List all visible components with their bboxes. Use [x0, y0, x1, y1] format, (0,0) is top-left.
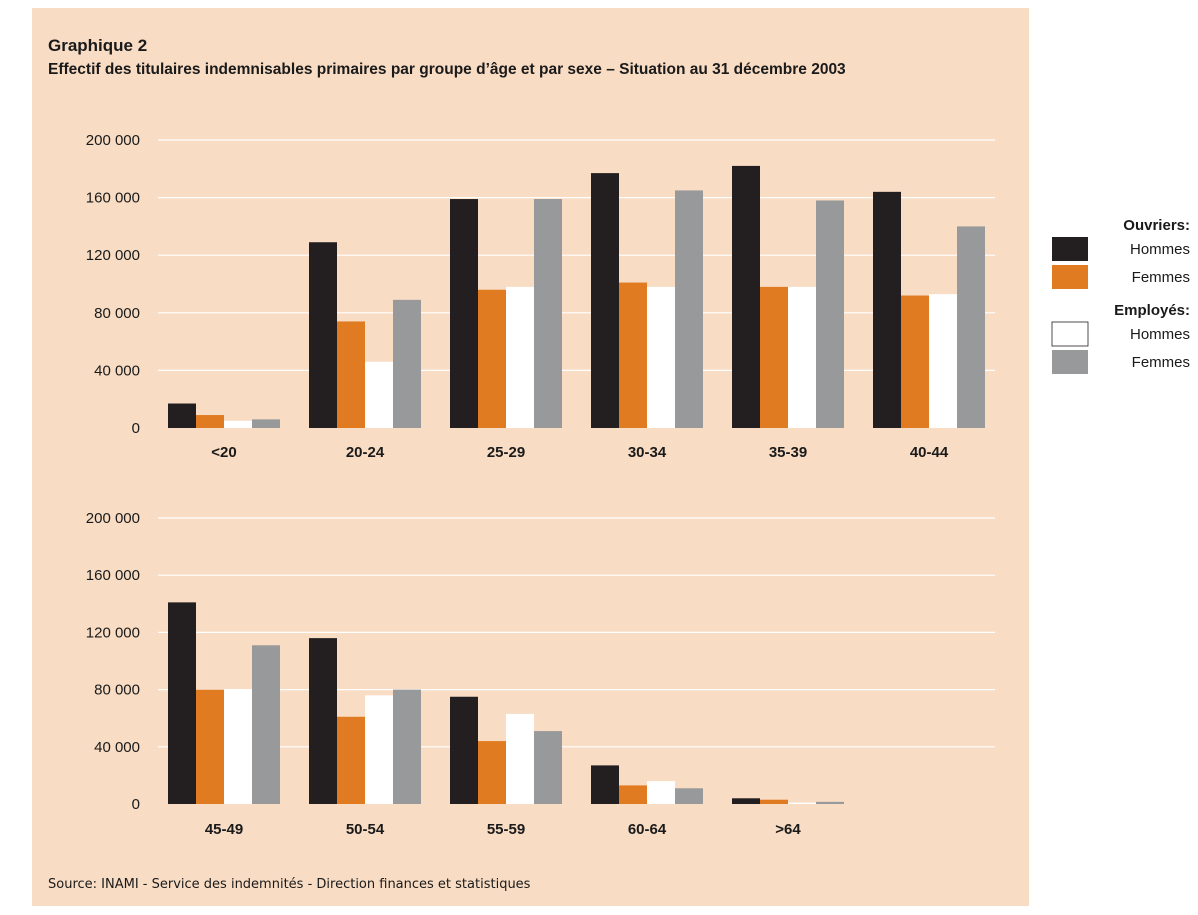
bar-employes-femmes [534, 199, 562, 428]
y-tick-label: 0 [132, 420, 140, 437]
bar-employes-hommes [506, 286, 534, 428]
bar-employes-femmes [534, 731, 562, 804]
category-label: 35-39 [769, 444, 807, 461]
category-label: 25-29 [487, 444, 525, 461]
y-tick-label: 120 000 [86, 247, 140, 264]
bar-employes-femmes [816, 200, 844, 428]
bar-employes-femmes [252, 419, 280, 428]
bar-employes-femmes [393, 689, 421, 804]
category-label: 60-64 [628, 821, 667, 838]
bar-employes-hommes [224, 689, 252, 804]
bar-employes-hommes [224, 420, 252, 428]
y-tick-label: 160 000 [86, 190, 140, 207]
bar-ouvriers-hommes [873, 191, 901, 428]
legend-item-label: Hommes [1130, 326, 1190, 343]
legend-swatch [1052, 265, 1088, 289]
bar-ouvriers-femmes [760, 286, 788, 428]
category-label: 45-49 [205, 821, 243, 838]
y-tick-label: 200 000 [86, 132, 140, 149]
bar-ouvriers-femmes [619, 282, 647, 428]
chart-bottom: 0 40 000 80 000 120 000 160 000 200 000 45-49 5… [86, 510, 995, 838]
y-tick-label: 80 000 [94, 305, 140, 322]
y-tick-label: 0 [132, 796, 140, 813]
bar-employes-hommes [647, 286, 675, 428]
bar-employes-femmes [816, 801, 844, 804]
bar-ouvriers-femmes [760, 799, 788, 804]
bar-ouvriers-hommes [591, 173, 619, 428]
legend-group-label: Ouvriers: [1123, 217, 1190, 234]
chart-top: 0 40 000 80 000 120 000 160 000 200 000 <20 20-… [86, 132, 995, 461]
y-tick-label: 80 000 [94, 682, 140, 699]
y-tick-label: 200 000 [86, 510, 140, 527]
chart-source: Source: INAMI - Service des indemnités -… [48, 877, 531, 892]
bar-ouvriers-hommes [168, 403, 196, 428]
bar-employes-hommes [365, 361, 393, 428]
bar-ouvriers-femmes [478, 289, 506, 428]
bar-ouvriers-hommes [450, 199, 478, 428]
bar-employes-hommes [788, 802, 816, 804]
legend-item-label: Hommes [1130, 241, 1190, 258]
bar-ouvriers-hommes [450, 696, 478, 804]
bar-ouvriers-femmes [478, 741, 506, 804]
category-label: <20 [211, 444, 236, 461]
bar-employes-femmes [675, 788, 703, 804]
chart-subtitle: Effectif des titulaires indemnisables pr… [48, 61, 846, 78]
legend-item-label: Femmes [1132, 354, 1190, 371]
y-tick-label: 40 000 [94, 739, 140, 756]
bar-employes-femmes [957, 226, 985, 428]
category-label: >64 [775, 821, 801, 838]
bar-employes-femmes [252, 645, 280, 804]
chart-title: Graphique 2 [48, 36, 148, 55]
bar-employes-femmes [393, 299, 421, 428]
legend-swatch [1052, 237, 1088, 261]
y-tick-label: 120 000 [86, 624, 140, 641]
bar-employes-hommes [365, 695, 393, 804]
legend-group-label: Employés: [1114, 302, 1190, 319]
legend-swatch [1052, 350, 1088, 374]
bar-ouvriers-femmes [619, 785, 647, 804]
y-tick-label: 160 000 [86, 567, 140, 584]
category-label: 40-44 [910, 444, 949, 461]
bar-employes-hommes [506, 713, 534, 804]
bar-ouvriers-hommes [732, 165, 760, 429]
category-label: 55-59 [487, 821, 525, 838]
bar-employes-hommes [929, 294, 957, 428]
bar-ouvriers-hommes [168, 602, 196, 804]
bar-ouvriers-femmes [337, 716, 365, 804]
legend: Ouvriers: Hommes Femmes Employés: Hommes Femm… [1051, 217, 1190, 374]
bar-employes-hommes [788, 286, 816, 428]
category-label: 20-24 [346, 444, 385, 461]
bar-employes-femmes [675, 190, 703, 428]
legend-swatch [1051, 321, 1089, 347]
bar-employes-hommes [647, 781, 675, 804]
y-tick-label: 40 000 [94, 362, 140, 379]
category-label: 30-34 [628, 444, 667, 461]
legend-item-label: Femmes [1132, 269, 1190, 286]
bar-ouvriers-femmes [196, 415, 224, 428]
bar-ouvriers-hommes [309, 242, 337, 428]
bar-ouvriers-hommes [309, 638, 337, 804]
bar-ouvriers-femmes [196, 689, 224, 804]
bar-ouvriers-hommes [732, 798, 760, 804]
bar-ouvriers-hommes [591, 765, 619, 804]
bar-ouvriers-femmes [901, 295, 929, 428]
bar-ouvriers-femmes [337, 321, 365, 428]
category-label: 50-54 [346, 821, 385, 838]
